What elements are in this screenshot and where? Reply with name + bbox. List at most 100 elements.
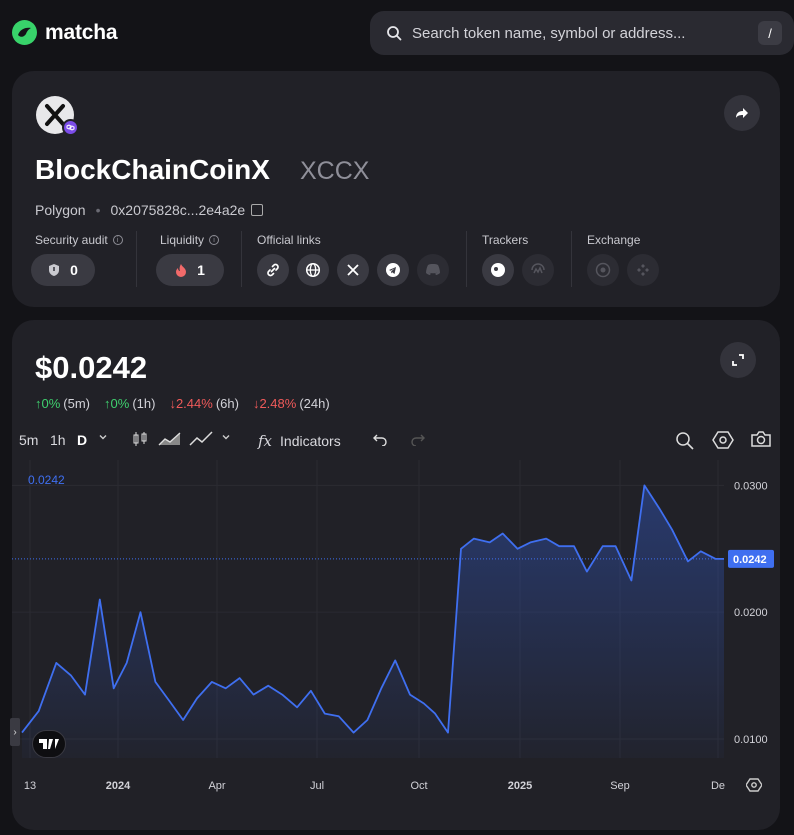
divider — [241, 231, 242, 287]
candlestick-icon — [131, 430, 149, 448]
tradingview-logo[interactable] — [32, 730, 66, 758]
token-symbol: XCCX — [300, 157, 369, 186]
undo-button[interactable] — [372, 432, 388, 446]
gear-icon — [746, 777, 762, 793]
series-area — [22, 485, 724, 758]
y-tick-label: 0.0300 — [734, 480, 768, 492]
camera-icon — [750, 430, 772, 448]
token-name: BlockChainCoinX — [35, 154, 270, 186]
website-link-button[interactable] — [257, 254, 289, 286]
token-address[interactable]: 0x2075828c...2e4a2e — [111, 202, 246, 218]
discord-link-button[interactable] — [417, 254, 449, 286]
coingecko-icon — [490, 262, 506, 278]
price-change-24h: ↓2.48%(24h) — [253, 396, 330, 411]
search-bar[interactable]: / — [370, 11, 794, 55]
divider — [136, 231, 137, 287]
exchange-icon — [595, 262, 611, 278]
search-icon — [386, 25, 402, 41]
change-value: ↓2.48% — [253, 396, 296, 411]
liquidity-text: Liquidity — [160, 233, 204, 247]
share-button[interactable] — [724, 95, 760, 131]
chart-type-dropdown[interactable] — [221, 432, 231, 442]
line-chart-button[interactable] — [189, 430, 213, 448]
last-price-label: 0.0242 — [733, 554, 767, 566]
discord-icon — [425, 264, 441, 276]
undo-icon — [372, 432, 388, 446]
area-chart-icon — [158, 430, 182, 448]
x-tick-label: 2025 — [508, 780, 532, 792]
info-icon[interactable]: i — [113, 235, 123, 245]
x-link-button[interactable] — [337, 254, 369, 286]
chart-settings-button[interactable] — [746, 777, 762, 798]
candles-button[interactable] — [131, 430, 149, 448]
divider — [571, 231, 572, 287]
chain-row: Polygon • 0x2075828c...2e4a2e — [35, 202, 263, 218]
liquidity-pill[interactable]: 1 — [156, 254, 224, 286]
y-tick-label: 0.0200 — [734, 607, 768, 619]
interval-5m[interactable]: 5m — [19, 432, 38, 448]
chart-toolbar: 5m 1h D fx Indicators — [12, 430, 780, 452]
redo-button[interactable] — [410, 432, 426, 446]
area-chart-button[interactable] — [158, 430, 182, 448]
security-audit-text: Security audit — [35, 233, 108, 247]
shield-icon — [48, 263, 60, 277]
expand-icon — [731, 353, 745, 367]
search-shortcut-key: / — [758, 21, 782, 45]
price-changes: ↑0%(5m) ↑0%(1h) ↓2.44%(6h) ↓2.48%(24h) — [35, 396, 330, 411]
coingecko-button[interactable] — [482, 254, 514, 286]
x-tick-label: 13 — [24, 780, 36, 792]
token-price: $0.0242 — [35, 350, 147, 386]
x-tick-label: Jul — [310, 780, 324, 792]
change-value: ↓2.44% — [169, 396, 212, 411]
globe-icon — [305, 262, 321, 278]
matcha-logo[interactable]: matcha — [12, 20, 117, 45]
x-tick-label: De — [711, 780, 725, 792]
search-input[interactable] — [412, 25, 742, 42]
zoom-button[interactable] — [675, 430, 695, 450]
copy-icon[interactable] — [251, 204, 263, 216]
chevron-down-icon — [98, 432, 108, 442]
interval-dropdown[interactable] — [98, 432, 108, 442]
settings-button[interactable] — [712, 430, 734, 450]
interval-1d[interactable]: D — [77, 432, 87, 448]
line-chart-icon — [189, 430, 213, 448]
indicators-button[interactable]: fx Indicators — [258, 432, 341, 450]
binance-button[interactable] — [627, 254, 659, 286]
change-value: ↑0% — [104, 396, 129, 411]
telegram-link-button[interactable] — [377, 254, 409, 286]
security-audit-pill[interactable]: 0 — [31, 254, 95, 286]
price-change-1h: ↑0%(1h) — [104, 396, 155, 411]
x-tick-label: Apr — [208, 780, 225, 792]
matcha-logo-icon — [12, 20, 37, 45]
link-icon — [265, 262, 281, 278]
expand-button[interactable] — [720, 342, 756, 378]
chart-legend-value: 0.0242 — [28, 473, 65, 487]
trackers-label: Trackers — [482, 233, 528, 247]
info-icon[interactable]: i — [209, 235, 219, 245]
fx-icon: fx — [258, 432, 272, 450]
liquidity-label: Liquidity i — [160, 233, 219, 247]
price-change-5m: ↑0%(5m) — [35, 396, 90, 411]
coinmarketcap-icon — [530, 262, 546, 278]
fire-icon — [175, 263, 187, 277]
x-tick-label: 2024 — [106, 780, 131, 792]
screenshot-button[interactable] — [750, 430, 772, 448]
separator-dot: • — [96, 202, 101, 218]
sidebar-toggle[interactable]: › — [10, 718, 20, 746]
x-icon — [346, 263, 360, 277]
divider — [466, 231, 467, 287]
polygon-chain-icon — [62, 119, 79, 136]
exchange-button[interactable] — [587, 254, 619, 286]
official-links-label: Official links — [257, 233, 321, 247]
gear-icon — [712, 430, 734, 450]
website-globe-button[interactable] — [297, 254, 329, 286]
coinmarketcap-button[interactable] — [522, 254, 554, 286]
binance-icon — [635, 262, 651, 278]
interval-1h[interactable]: 1h — [50, 432, 66, 448]
price-chart-card: $0.0242 ↑0%(5m) ↑0%(1h) ↓2.44%(6h) ↓2.48… — [12, 320, 780, 830]
chain-name[interactable]: Polygon — [35, 202, 86, 218]
indicators-label: Indicators — [280, 433, 341, 449]
security-audit-label: Security audit i — [35, 233, 123, 247]
